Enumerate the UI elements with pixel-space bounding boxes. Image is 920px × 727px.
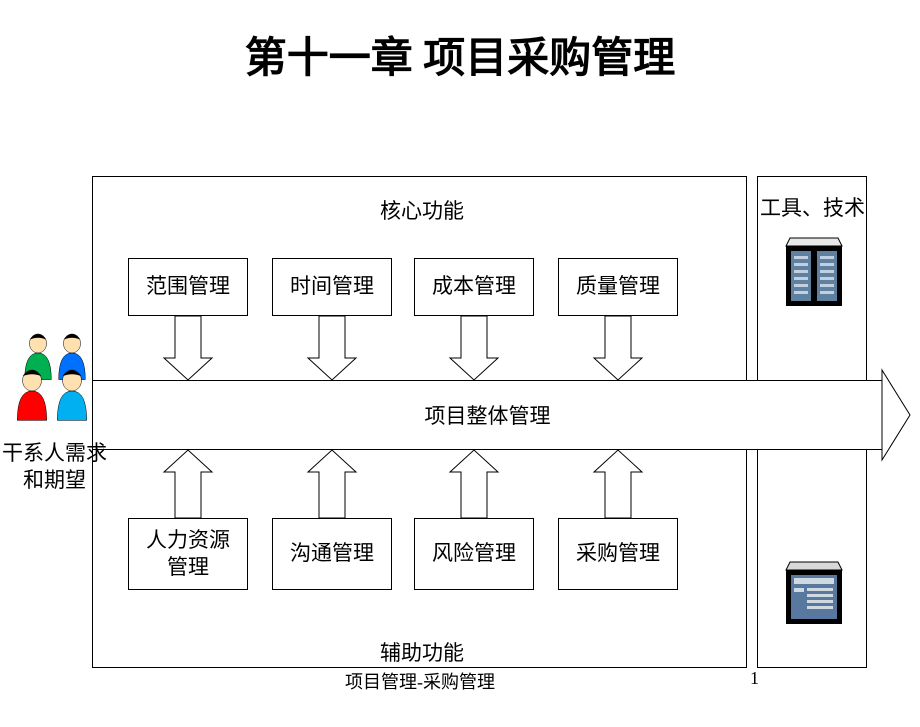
bottom-node-0: 人力资源管理: [128, 518, 248, 590]
top-node-0: 范围管理: [128, 258, 248, 316]
tools-label: 工具、技术: [760, 195, 865, 222]
footer-text: 项目管理-采购管理: [345, 668, 495, 694]
bottom-node-1: 沟通管理: [272, 518, 392, 590]
monitor-icon: [782, 560, 846, 628]
top-node-2: 成本管理: [414, 258, 534, 316]
top-node-1: 时间管理: [272, 258, 392, 316]
core-functions-label: 核心功能: [380, 198, 464, 225]
stakeholder-label-line2: 和期望: [23, 468, 86, 492]
bottom-node-2: 风险管理: [414, 518, 534, 590]
page-number: 1: [750, 668, 759, 689]
stakeholders-icon: [10, 330, 100, 430]
aux-functions-label: 辅助功能: [380, 640, 464, 667]
bottom-node-3: 采购管理: [558, 518, 678, 590]
stakeholder-label-line1: 干系人需求: [2, 441, 107, 465]
top-node-3: 质量管理: [558, 258, 678, 316]
server-icon: [782, 236, 846, 310]
stakeholder-label: 干系人需求 和期望: [2, 440, 107, 495]
